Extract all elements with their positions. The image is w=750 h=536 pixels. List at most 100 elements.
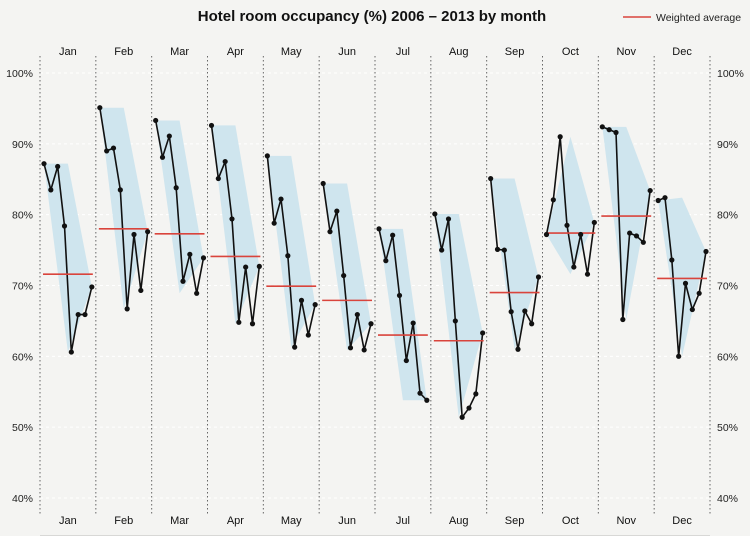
data-point	[647, 187, 653, 194]
data-point	[703, 248, 709, 255]
data-point	[376, 226, 382, 232]
y-tick-label-left: 50%	[12, 422, 33, 434]
data-point	[696, 290, 702, 296]
data-point	[501, 247, 507, 253]
data-point	[124, 306, 130, 312]
month-series-line	[322, 183, 372, 351]
month-label-top: Feb	[114, 46, 133, 58]
data-point	[55, 163, 61, 170]
data-point	[48, 187, 54, 193]
month-series-line	[378, 228, 428, 401]
y-tick-label-right: 80%	[717, 210, 738, 222]
data-point	[187, 251, 193, 257]
y-tick-label-left: 100%	[6, 68, 33, 80]
data-point	[591, 219, 597, 226]
month-label-bottom: Apr	[227, 515, 244, 527]
data-point	[256, 263, 262, 269]
data-point	[145, 229, 151, 235]
month-series-line	[210, 125, 261, 325]
month-label-bottom: May	[281, 515, 302, 527]
data-point	[41, 161, 47, 167]
month-label-bottom: Sep	[505, 515, 525, 527]
data-point	[633, 233, 640, 239]
data-point	[578, 231, 584, 238]
month-label-bottom: Dec	[672, 515, 692, 527]
data-point	[473, 391, 479, 397]
y-tick-label-right: 40%	[717, 493, 738, 505]
data-point	[159, 154, 166, 160]
month-label-top: Nov	[616, 46, 636, 58]
data-point	[110, 145, 117, 151]
y-tick-label-left: 80%	[12, 210, 33, 222]
month-label-bottom: Oct	[562, 515, 579, 527]
data-point	[264, 153, 270, 159]
month-label-top: Mar	[170, 46, 189, 58]
data-point	[89, 284, 95, 290]
y-tick-label-left: 40%	[12, 493, 33, 505]
data-point	[341, 272, 347, 279]
data-point	[215, 175, 221, 182]
data-point	[620, 316, 626, 323]
y-tick-label-right: 70%	[717, 281, 738, 293]
data-point	[153, 117, 159, 124]
data-point	[599, 124, 605, 130]
data-point	[97, 105, 103, 111]
month-label-bottom: Feb	[114, 515, 133, 527]
data-points	[41, 105, 709, 420]
data-point	[334, 208, 340, 214]
data-point	[522, 308, 528, 314]
data-point	[508, 309, 514, 315]
month-label-bottom: Nov	[616, 515, 636, 527]
data-point	[194, 290, 200, 296]
data-point	[606, 127, 612, 133]
data-point	[424, 397, 430, 403]
data-point	[292, 344, 298, 350]
data-point	[488, 175, 494, 182]
month-label-top: Apr	[227, 46, 244, 58]
data-point	[584, 271, 591, 277]
month-label-bottom: Jun	[338, 515, 356, 527]
data-point	[466, 405, 472, 411]
month-label-bottom: Mar	[170, 515, 189, 527]
data-point	[571, 264, 577, 270]
y-tick-label-right: 60%	[717, 351, 738, 363]
data-point	[200, 255, 207, 261]
data-point	[243, 264, 249, 270]
y-tick-label-right: 100%	[717, 68, 744, 80]
y-tick-label-left: 90%	[12, 139, 33, 151]
data-point	[410, 320, 416, 326]
month-label-top: May	[281, 46, 302, 58]
data-point	[138, 287, 144, 294]
data-point	[298, 297, 305, 303]
data-point	[354, 311, 360, 318]
data-point	[396, 292, 403, 299]
data-point	[494, 246, 501, 252]
data-point	[515, 346, 521, 352]
month-label-top: Sep	[505, 46, 525, 58]
data-point	[564, 222, 570, 228]
month-label-bottom: Jan	[59, 515, 77, 527]
data-point	[627, 230, 633, 236]
data-point	[417, 390, 423, 396]
data-point	[557, 134, 563, 140]
data-point	[613, 129, 619, 136]
data-point	[480, 330, 486, 336]
month-label-bottom: Aug	[449, 515, 469, 527]
data-point	[347, 345, 354, 351]
axis-labels: 40% 40% 50% 50% 60% 60% 70% 70% 80% 80% 90% 90% 100%…	[6, 46, 744, 527]
data-point	[236, 319, 242, 325]
data-point	[445, 216, 452, 222]
data-point	[222, 158, 228, 165]
chart-title: Hotel room occupancy (%) 2006 – 2013 by …	[198, 8, 546, 25]
data-point	[117, 187, 123, 193]
data-point	[166, 133, 172, 139]
y-tick-label-right: 90%	[717, 139, 738, 151]
month-series-line	[545, 135, 596, 275]
month-label-top: Jan	[59, 46, 77, 58]
data-point	[229, 216, 235, 222]
data-point	[689, 306, 695, 313]
data-point	[208, 122, 215, 129]
data-point	[383, 258, 389, 264]
month-label-top: Oct	[562, 46, 579, 58]
